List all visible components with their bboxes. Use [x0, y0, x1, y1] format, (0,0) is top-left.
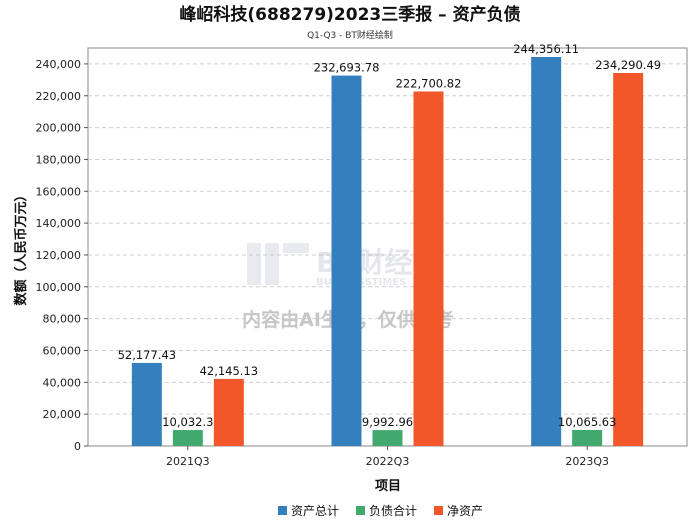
- y-tick-label: 60,000: [43, 344, 82, 357]
- y-axis-label: 数额（人民币万元）: [13, 188, 29, 305]
- data-label: 9,992.96: [362, 415, 413, 429]
- data-label: 52,177.43: [118, 348, 177, 362]
- bar: [331, 75, 362, 446]
- y-tick-label: 180,000: [36, 153, 82, 166]
- x-axis-ticks: 2021Q3 2022Q3 2023Q3: [166, 446, 609, 468]
- legend-swatch: [278, 506, 287, 515]
- x-tick-label: 2021Q3: [166, 455, 210, 468]
- y-tick-label: 240,000: [36, 58, 82, 71]
- legend-label: 资产总计: [291, 504, 339, 518]
- legend-swatch: [434, 506, 443, 515]
- y-tick-label: 160,000: [36, 185, 82, 198]
- bar: [172, 430, 203, 446]
- legend-label: 负债合计: [369, 503, 417, 518]
- y-tick-label: 100,000: [36, 281, 82, 294]
- y-tick-label: 0: [74, 440, 81, 453]
- watermark-logo-icon: [247, 243, 309, 285]
- data-label: 244,356.11: [513, 42, 579, 56]
- gridlines: [88, 63, 687, 415]
- chart-title: 峰岹科技(688279)2023三季报 – 资产负债: [179, 4, 520, 25]
- data-label: 10,032.3: [162, 415, 213, 429]
- bar: [613, 73, 644, 447]
- data-label: 42,145.13: [200, 364, 259, 378]
- x-tick-label: 2023Q3: [565, 455, 609, 468]
- bar: [372, 430, 403, 446]
- x-tick-label: 2022Q3: [366, 455, 410, 468]
- bar: [572, 429, 603, 446]
- y-tick-label: 140,000: [36, 217, 82, 230]
- data-label: 234,290.49: [595, 58, 661, 72]
- y-tick-label: 20,000: [43, 408, 82, 421]
- bar: [213, 378, 244, 446]
- y-tick-label: 120,000: [36, 249, 82, 262]
- chart-subtitle: Q1-Q3 - BT财经绘制: [307, 29, 393, 41]
- data-labels: 52,177.43 10,032.3 42,145.13 232,693.78 9,99…: [118, 42, 662, 429]
- y-tick-label: 220,000: [36, 90, 82, 103]
- x-axis-label: 项目: [375, 479, 401, 494]
- legend-label: 净资产: [447, 504, 483, 518]
- y-tick-label: 200,000: [36, 122, 82, 135]
- bar: [531, 56, 562, 446]
- data-label: 222,700.82: [396, 76, 462, 90]
- legend: 资产总计 负债合计 净资产: [278, 503, 483, 518]
- legend-swatch: [356, 506, 365, 515]
- data-label: 10,065.63: [558, 415, 617, 429]
- y-tick-label: 80,000: [43, 313, 82, 326]
- y-axis-ticks: 0 20,000 40,000 60,000 80,000 100,000 120,000 1…: [36, 58, 88, 453]
- data-label: 232,693.78: [314, 61, 380, 75]
- watermark-brand: BT财经: [316, 246, 412, 279]
- bar: [413, 91, 444, 446]
- y-tick-label: 40,000: [43, 376, 82, 389]
- bar: [131, 362, 162, 446]
- watermark: BT财经 BUSINESSTIMES: [247, 243, 412, 288]
- bars: [131, 56, 644, 447]
